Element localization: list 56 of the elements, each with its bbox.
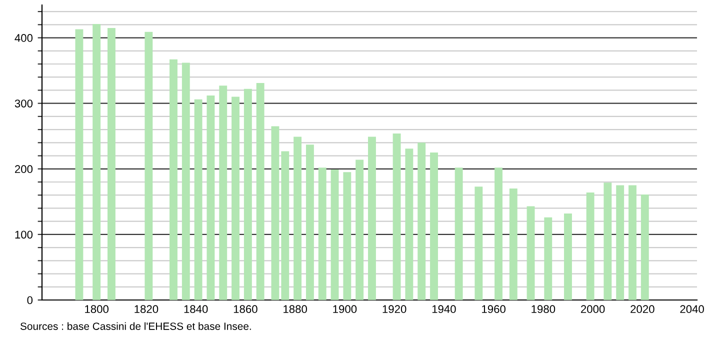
x-tick-label: 2040 <box>680 305 704 314</box>
x-tick-label: 1860 <box>234 305 258 314</box>
bar <box>244 88 252 300</box>
x-tick-label: 1840 <box>184 305 208 314</box>
x-tick-label: 2020 <box>630 305 654 314</box>
bar <box>194 99 202 300</box>
bar <box>628 185 636 300</box>
bar <box>144 32 153 300</box>
bar <box>306 144 314 300</box>
bar <box>170 59 178 300</box>
bar <box>256 83 264 300</box>
bar <box>368 136 376 300</box>
bar <box>392 133 401 300</box>
bar <box>454 168 463 300</box>
bar <box>232 96 240 300</box>
x-tick-label: 2000 <box>580 305 605 314</box>
x-tick-label: 1940 <box>432 305 456 314</box>
bar <box>75 29 84 300</box>
bar <box>526 206 535 300</box>
bar <box>281 151 290 300</box>
x-tick-label: 1980 <box>532 305 556 314</box>
y-tick-label: 400 <box>14 34 33 42</box>
bar <box>206 95 215 300</box>
x-tick-label: 1820 <box>134 305 158 314</box>
bar <box>182 62 190 300</box>
bar <box>586 192 594 300</box>
bar <box>544 217 552 300</box>
bar <box>356 160 364 300</box>
bar <box>604 182 612 300</box>
x-tick-label: 1900 <box>333 305 357 314</box>
bar <box>474 186 483 300</box>
bar <box>405 148 414 300</box>
x-tick-label: 1880 <box>284 305 307 314</box>
bar <box>509 188 518 300</box>
bar <box>294 136 302 300</box>
x-tick-label: 1920 <box>382 305 406 314</box>
bar <box>330 170 339 300</box>
bar <box>494 168 502 300</box>
bar <box>108 28 116 300</box>
x-tick-label: 1800 <box>85 305 109 314</box>
bar <box>640 194 649 300</box>
bar <box>430 152 438 300</box>
y-tick-label: 200 <box>14 165 33 174</box>
source-note: Sources : base Cassini de l'EHESS et base Insee. <box>20 322 251 330</box>
x-tick-label: 1960 <box>482 305 506 314</box>
bar <box>271 126 280 300</box>
bar <box>418 142 426 300</box>
bar <box>318 168 326 300</box>
bar <box>343 172 352 300</box>
y-tick-label: 100 <box>15 230 33 239</box>
bar <box>616 185 624 300</box>
y-tick-label: 300 <box>14 100 33 108</box>
bar <box>219 86 228 300</box>
bar <box>92 24 101 300</box>
y-tick-label: 0 <box>27 296 33 304</box>
bar <box>564 213 572 300</box>
